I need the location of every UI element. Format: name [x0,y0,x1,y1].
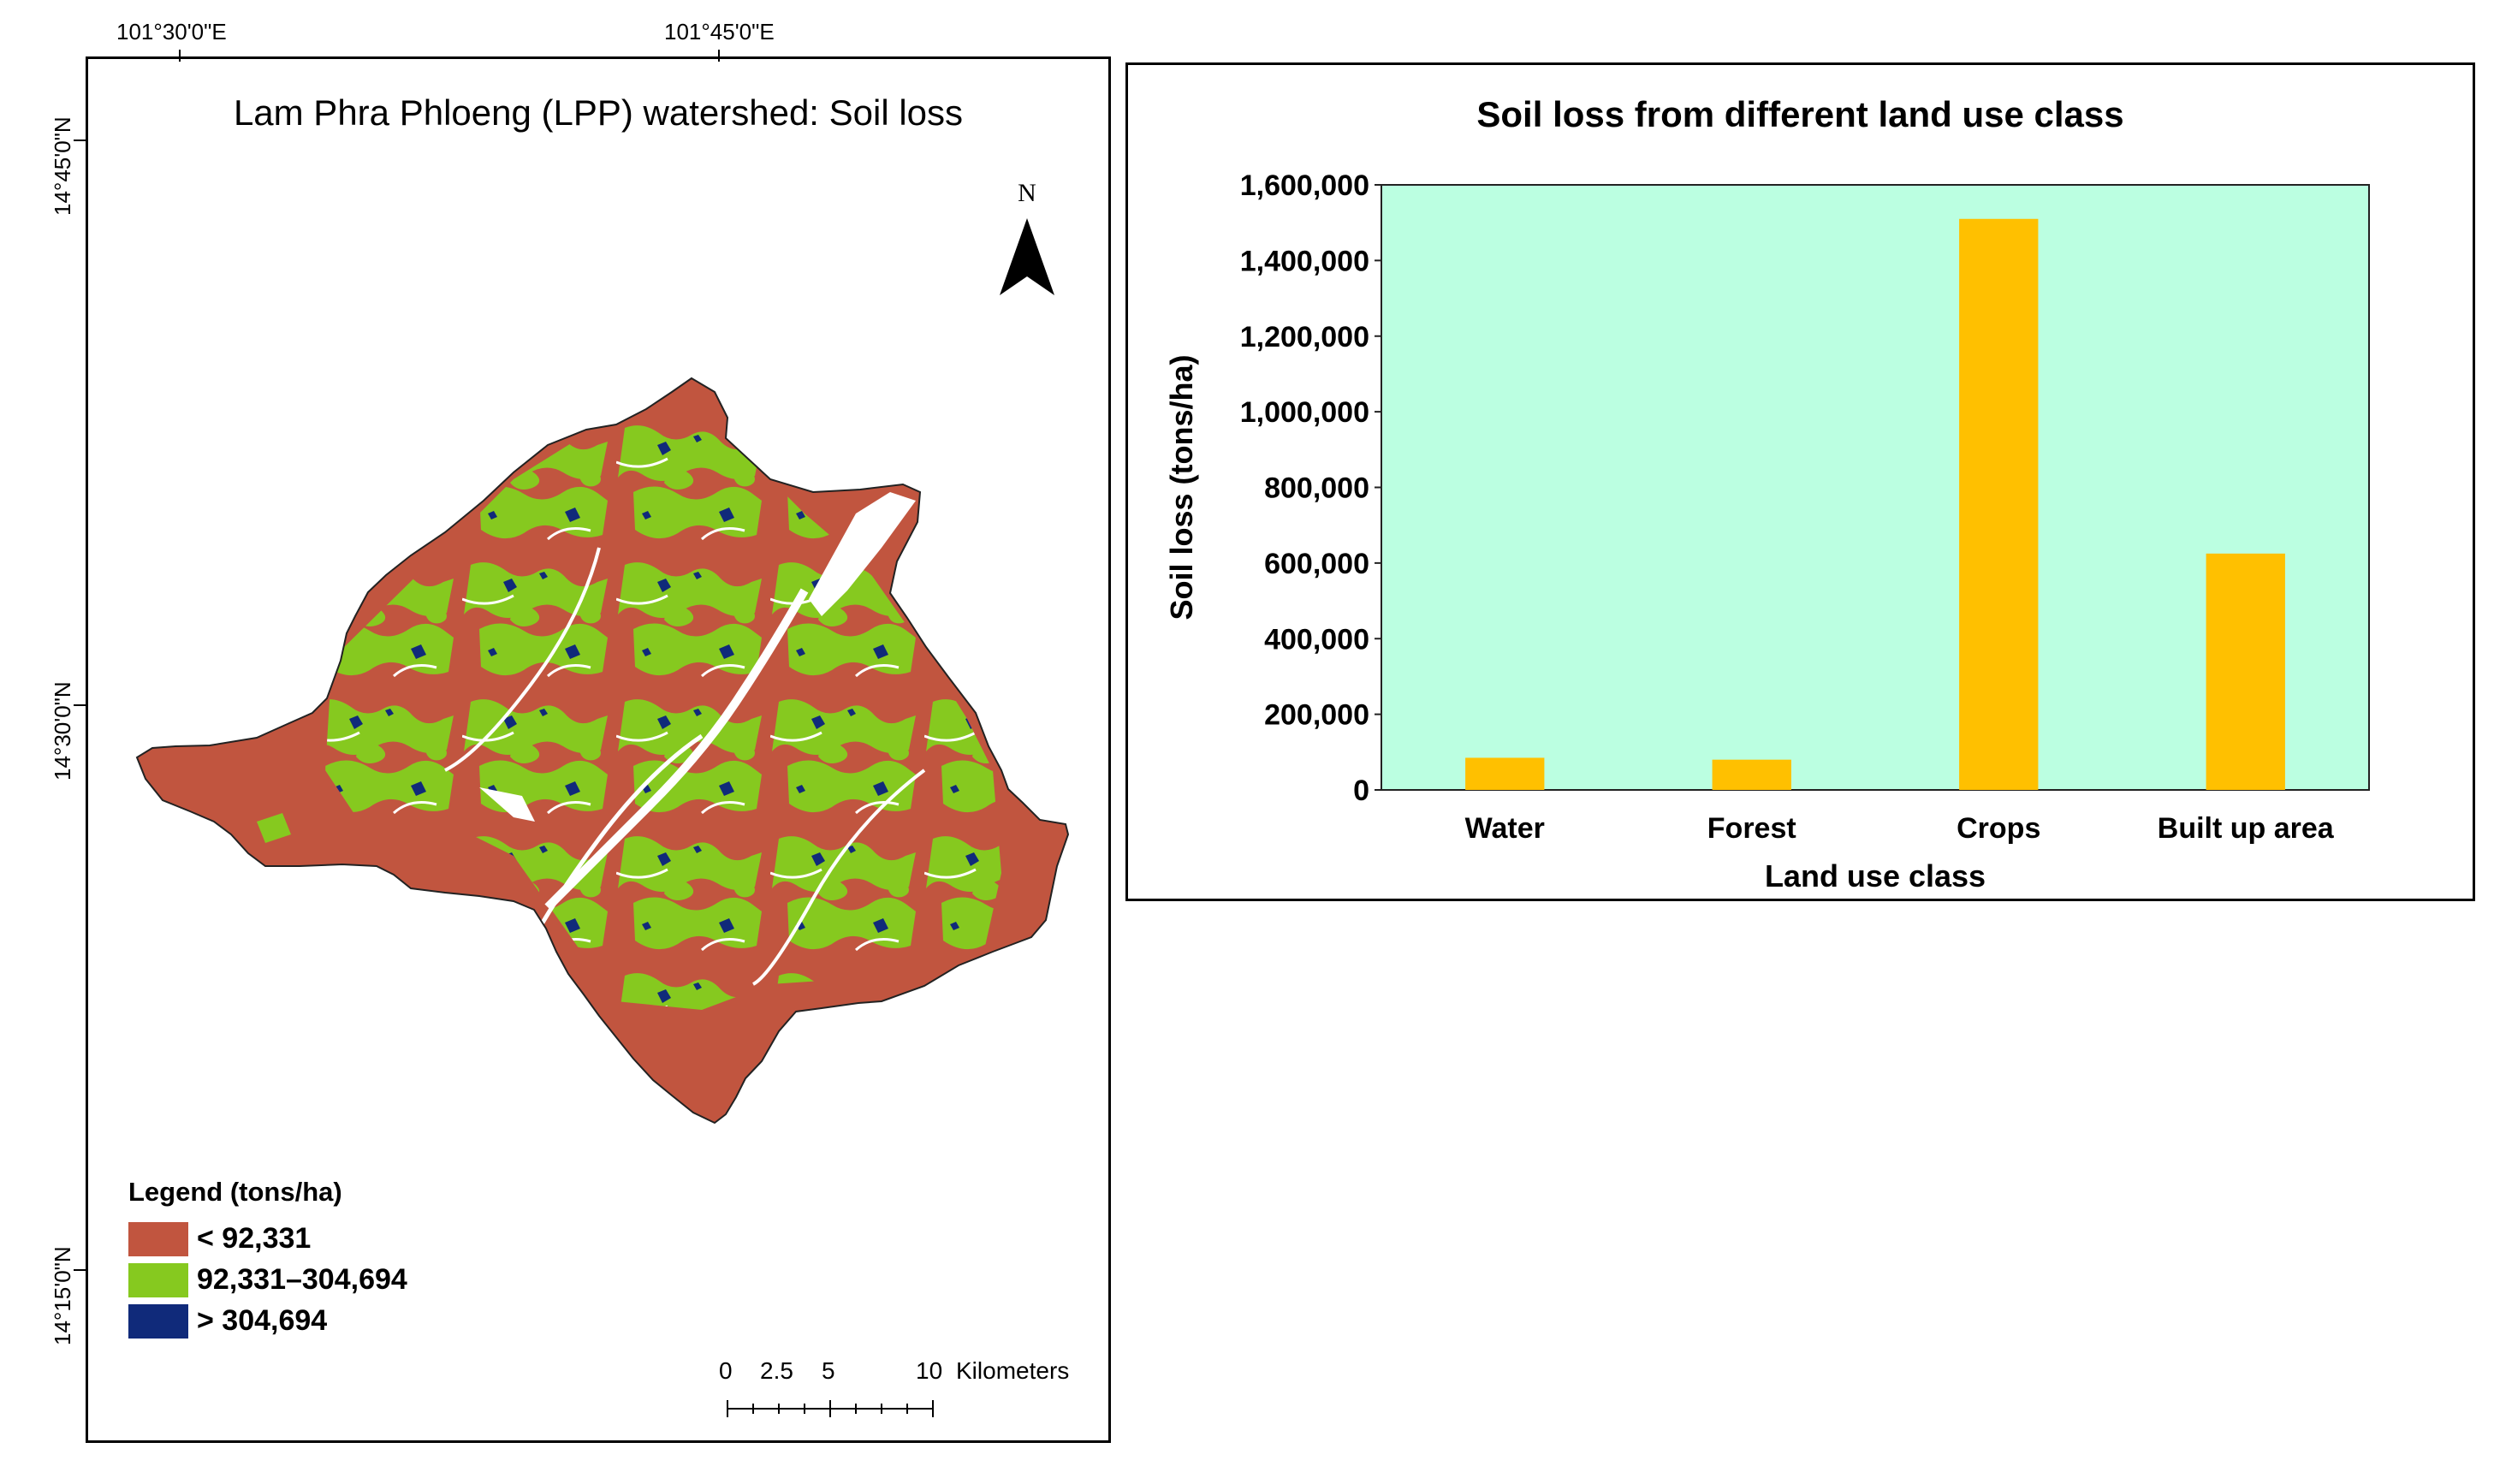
legend-label-medium: 92,331–304,694 [197,1263,407,1296]
latitude-tick-3 [74,1269,86,1271]
scale-unit-label: Kilometers [956,1357,1070,1384]
legend-label-low: < 92,331 [197,1222,312,1255]
scale-tick-label-5: 5 [822,1357,835,1384]
north-arrow-icon: N [1000,179,1054,295]
longitude-label-2: 101°45'0"E [664,19,775,45]
y-tick-label: 1,600,000 [1240,169,1369,202]
soil-loss-bar-chart: 0 200,000 400,000 600,000 800,000 1,000,000 1,… [1164,169,2370,893]
latitude-label-3: 14°15'0"N [50,1246,75,1345]
y-tick-label: 800,000 [1264,472,1369,505]
scale-tick-label-0: 0 [719,1357,733,1384]
legend-title: Legend (tons/ha) [128,1177,342,1207]
longitude-tick-2 [718,50,720,62]
scale-bar [727,1400,934,1417]
legend-swatch-medium [128,1263,188,1297]
bar-forest [1712,759,1791,790]
latitude-tick-1 [74,139,86,141]
y-tick-label: 1,000,000 [1240,396,1369,429]
longitude-label-1: 101°30'0"E [116,19,227,45]
chart-title: Soil loss from different land use class [1476,94,2124,134]
x-tick-label: Built up area [2158,812,2335,845]
bar-water [1465,757,1545,790]
watershed-map [135,377,1070,1125]
map-title: Lam Phra Phloeng (LPP) watershed: Soil l… [233,92,964,133]
y-tick-label: 0 [1353,775,1369,807]
latitude-tick-2 [74,704,86,706]
x-axis-label: Land use class [1765,858,1986,893]
y-tick-label: 200,000 [1264,699,1369,732]
legend-label-high: > 304,694 [197,1304,328,1337]
y-tick-label: 600,000 [1264,548,1369,580]
north-label: N [1018,179,1036,207]
plot-area [1381,184,2370,791]
scale-tick-label-2-5: 2.5 [760,1357,793,1384]
x-tick-label: Water [1465,812,1545,845]
y-axis-label: Soil loss (tons/ha) [1164,354,1199,620]
y-tick-label: 400,000 [1264,623,1369,656]
scale-tick-label-10: 10 [916,1357,943,1384]
y-tick-label: 1,200,000 [1240,321,1369,353]
x-tick-label: Forest [1707,812,1796,845]
legend-swatch-high [128,1304,188,1339]
bar-crops [1959,218,2039,791]
longitude-tick-1 [179,50,181,62]
bar-built-up-area [2206,553,2285,790]
x-tick-label: Crops [1957,812,2040,845]
legend-swatch-low [128,1222,188,1256]
y-tick-label: 1,400,000 [1240,245,1369,277]
